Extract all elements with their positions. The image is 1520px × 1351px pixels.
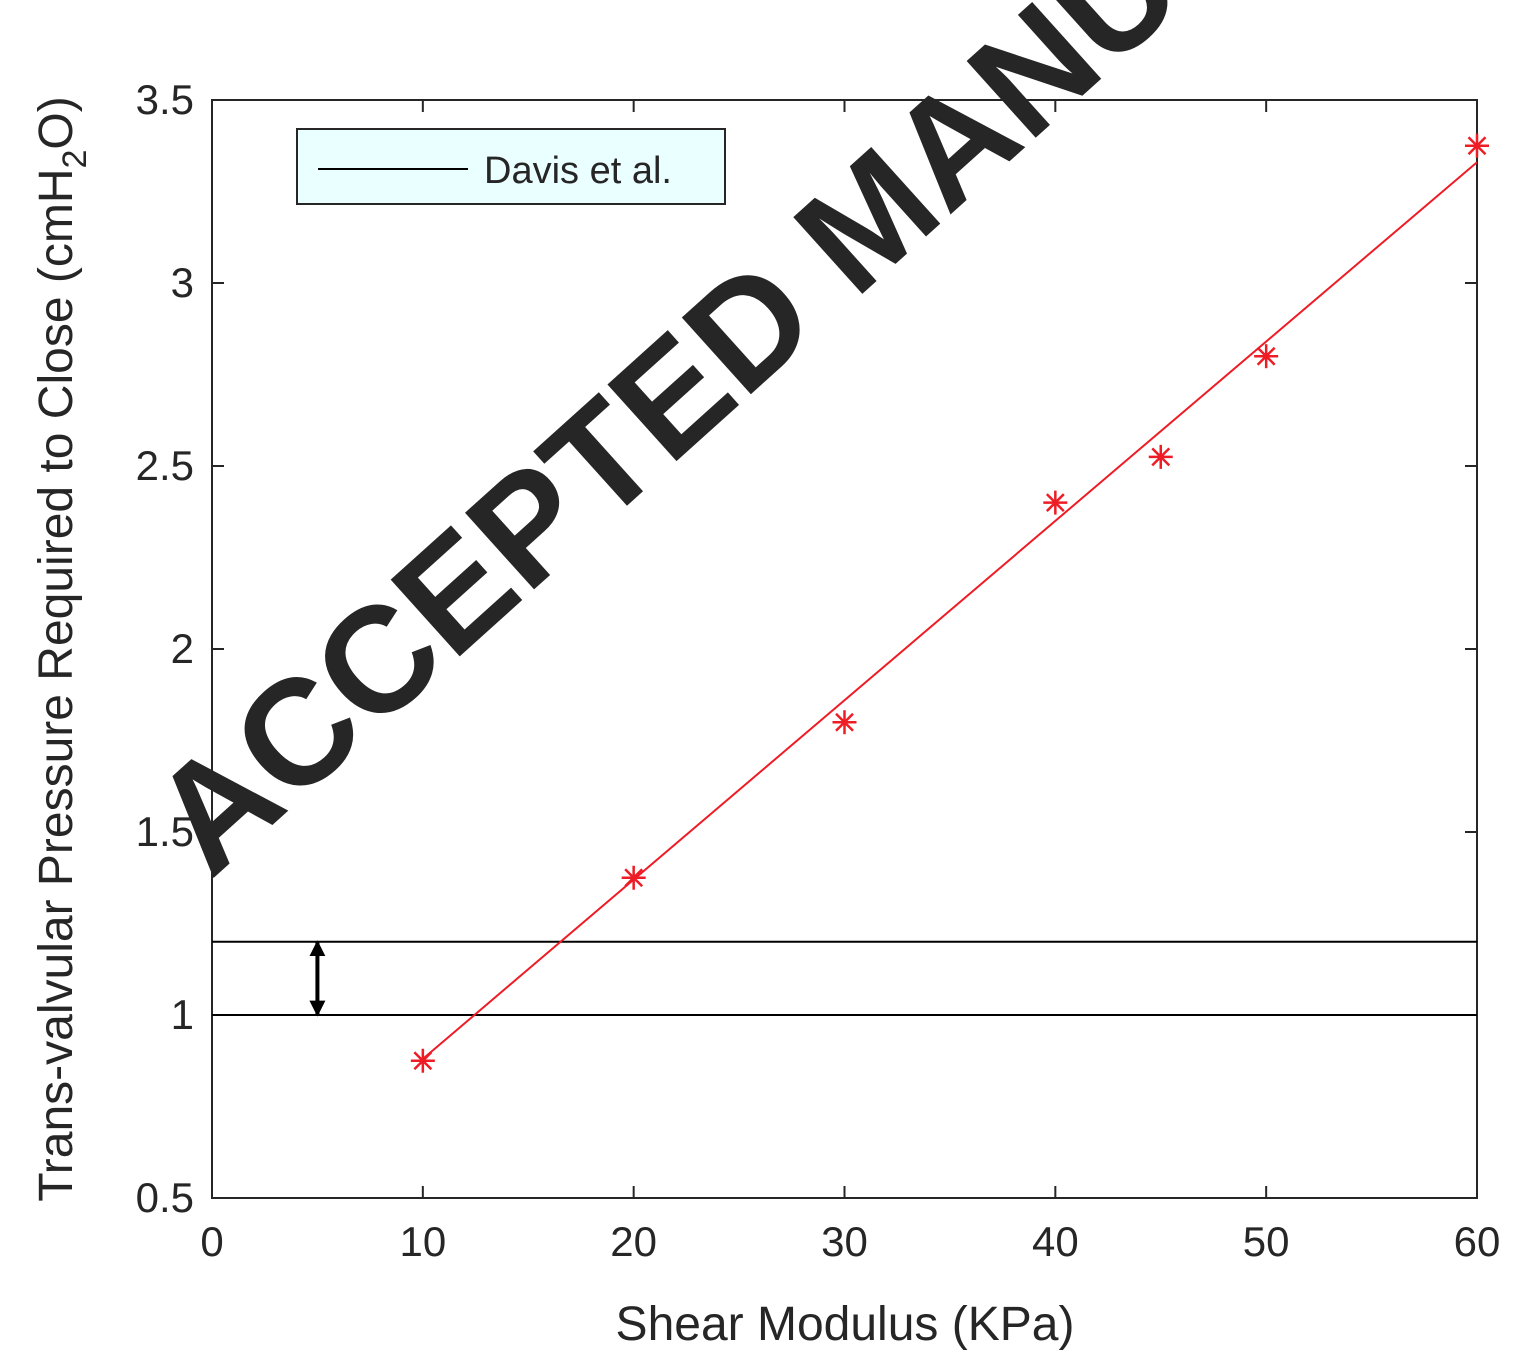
point-stroke bbox=[413, 1051, 433, 1071]
data-point bbox=[832, 710, 857, 735]
data-point bbox=[1465, 133, 1489, 158]
point-stroke bbox=[1256, 346, 1276, 366]
y-tick-label: 1.5 bbox=[136, 808, 194, 855]
axis-ticks: 0 10 20 30 40 50 60 0.5 1 1.5 2 2.5 3 3.5 bbox=[136, 76, 1501, 1265]
fit-line-group bbox=[422, 161, 1478, 1060]
point-stroke bbox=[1151, 447, 1171, 467]
data-point bbox=[621, 865, 646, 890]
x-tick-label: 60 bbox=[1454, 1218, 1501, 1265]
y-tick-label: 2 bbox=[171, 625, 194, 672]
data-point bbox=[1148, 444, 1173, 469]
y-tick-label: 3 bbox=[171, 259, 194, 306]
legend: Davis et al. bbox=[296, 128, 726, 205]
data-point bbox=[1254, 344, 1279, 369]
x-tick-label: 40 bbox=[1032, 1218, 1079, 1265]
x-axis-title: Shear Modulus (KPa) bbox=[616, 1298, 1075, 1351]
point-stroke bbox=[835, 712, 854, 732]
y-axis-title: Trans-valvular Pressure Required to Clos… bbox=[30, 96, 94, 1201]
y-axis-title-main: Trans-valvular Pressure Required to Clos… bbox=[30, 169, 83, 1202]
point-stroke bbox=[1467, 136, 1487, 156]
y-axis-title-end: O) bbox=[30, 96, 83, 149]
point-stroke bbox=[624, 868, 644, 888]
y-tick-label: 2.5 bbox=[136, 442, 194, 489]
fit-line bbox=[422, 161, 1478, 1060]
y-tick-label: 1 bbox=[171, 991, 194, 1038]
y-tick-label: 0.5 bbox=[136, 1174, 194, 1221]
data-point bbox=[410, 1048, 435, 1073]
reference-lines bbox=[212, 940, 1477, 1017]
legend-label: Davis et al. bbox=[484, 150, 672, 192]
y-axis-title-subscript: 2 bbox=[56, 150, 94, 169]
x-tick-label: 10 bbox=[399, 1218, 446, 1265]
x-tick-label: 50 bbox=[1243, 1218, 1290, 1265]
x-tick-label: 30 bbox=[821, 1218, 868, 1265]
y-tick-label: 3.5 bbox=[136, 76, 194, 123]
data-point bbox=[1043, 490, 1068, 515]
legend-box bbox=[296, 128, 726, 205]
x-tick-label: 20 bbox=[610, 1218, 657, 1265]
data-points bbox=[410, 133, 1489, 1073]
x-tick-label: 0 bbox=[200, 1218, 223, 1265]
point-stroke bbox=[1045, 493, 1065, 512]
